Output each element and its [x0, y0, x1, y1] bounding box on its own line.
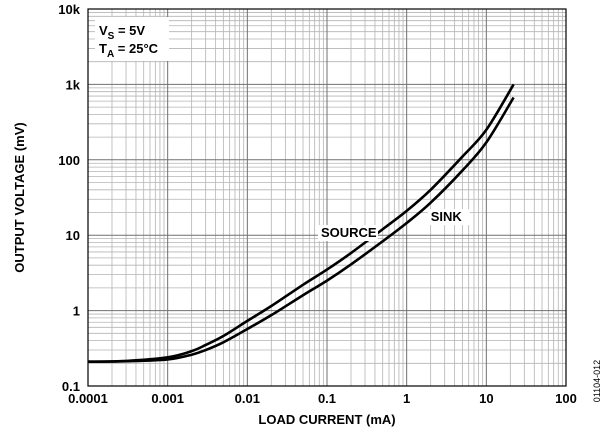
- temperature-label: TA = 25°C: [99, 41, 159, 60]
- x-tick-label: 10: [479, 391, 493, 406]
- y-tick-label: 0.1: [62, 379, 80, 394]
- x-tick-label: 100: [555, 391, 577, 406]
- series-labels: SOURCE SINK: [317, 209, 470, 242]
- x-tick-label: 0.0001: [68, 391, 108, 406]
- y-tick-label: 1k: [66, 77, 81, 92]
- series-layer: [87, 83, 515, 363]
- series-label-sink: SINK: [431, 209, 463, 224]
- y-axis-title: OUTPUT VOLTAGE (mV): [12, 122, 27, 272]
- figure-id: 01104-012: [592, 360, 602, 402]
- series-line-source: [87, 83, 515, 363]
- y-axis-ticks: 0.1 1 10 100 1k 10k: [58, 2, 80, 394]
- y-tick-label: 10: [66, 228, 80, 243]
- series-label-bg: [427, 209, 470, 226]
- series-label-source: SOURCE: [321, 225, 377, 240]
- y-tick-label: 1: [73, 304, 80, 319]
- x-axis-ticks: 0.0001 0.001 0.01 0.1 1 10 100: [68, 391, 577, 406]
- supply-voltage-label: VS = 5V: [99, 23, 145, 42]
- y-tick-label: 10k: [58, 2, 80, 17]
- y-tick-label: 100: [58, 153, 80, 168]
- series-line-sink: [87, 96, 515, 363]
- x-tick-label: 1: [403, 391, 410, 406]
- series-label-bg: [317, 225, 378, 242]
- conditions-box: [95, 17, 169, 61]
- plot-frame: [87, 8, 567, 387]
- x-tick-label: 0.01: [235, 391, 260, 406]
- x-axis-title: LOAD CURRENT (mA): [258, 412, 395, 427]
- x-tick-label: 0.1: [318, 391, 336, 406]
- x-tick-label: 0.001: [151, 391, 184, 406]
